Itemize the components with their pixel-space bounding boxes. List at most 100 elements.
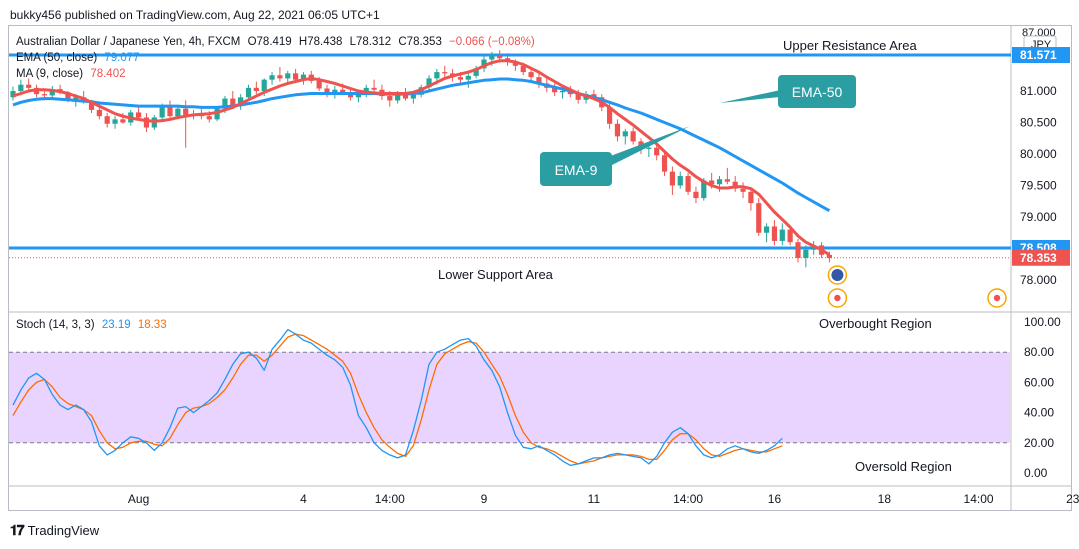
candle bbox=[614, 123, 621, 137]
stoch-k-value: 23.19 bbox=[101, 319, 131, 331]
candle bbox=[395, 94, 401, 101]
candle bbox=[630, 131, 636, 142]
candle bbox=[355, 94, 361, 98]
price-tick-label: 81.000 bbox=[1020, 84, 1057, 98]
ema50-line bbox=[12, 77, 831, 213]
stoch-tick-label: 80.00 bbox=[1024, 345, 1054, 359]
stoch-tick-label: 0.00 bbox=[1024, 466, 1048, 480]
candle bbox=[332, 89, 338, 94]
overbought-annotation: Overbought Region bbox=[819, 316, 932, 331]
candle bbox=[167, 107, 173, 117]
ema50-callout-pointer bbox=[720, 88, 790, 103]
stoch-band bbox=[9, 352, 1010, 443]
candle bbox=[222, 98, 228, 109]
candle bbox=[669, 171, 675, 186]
last-price-label: 78.353 bbox=[1020, 251, 1057, 265]
time-tick-label: 23 bbox=[1066, 492, 1079, 506]
candle bbox=[803, 249, 809, 258]
candle bbox=[661, 155, 668, 172]
candle bbox=[567, 91, 573, 95]
time-tick-label: 9 bbox=[481, 492, 488, 506]
ema50-callout-box bbox=[778, 75, 856, 108]
candle bbox=[740, 188, 746, 192]
candle bbox=[26, 84, 32, 88]
ohlc-change: −0.066 (−0.08%) bbox=[449, 36, 535, 48]
candle bbox=[575, 94, 581, 100]
ema50-callout-label: EMA-50 bbox=[792, 84, 843, 100]
symbol-title: Australian Dollar / Japanese Yen, 4h, FX… bbox=[16, 36, 241, 48]
candle bbox=[701, 180, 707, 199]
candle bbox=[269, 75, 275, 80]
ema50-legend: EMA (50, close) 79.077 bbox=[16, 52, 144, 64]
candle bbox=[591, 94, 597, 98]
candle bbox=[536, 77, 542, 84]
candle bbox=[732, 181, 738, 189]
level-price-badge bbox=[1012, 47, 1070, 64]
price-tick-label: 78.000 bbox=[1020, 273, 1057, 287]
candle bbox=[104, 116, 110, 124]
event-flag-fill bbox=[831, 269, 844, 281]
candle bbox=[159, 107, 165, 118]
stoch-k-line bbox=[12, 328, 783, 467]
candle bbox=[261, 79, 267, 91]
stoch-d-value: 18.33 bbox=[137, 319, 167, 331]
candle bbox=[18, 84, 24, 91]
brand-name: TradingView bbox=[27, 523, 100, 538]
candle bbox=[709, 180, 715, 185]
candle bbox=[442, 72, 448, 74]
stoch-tick-label: 60.00 bbox=[1024, 375, 1054, 389]
candle bbox=[41, 94, 47, 96]
last-price-badge bbox=[1012, 249, 1070, 266]
candle bbox=[316, 80, 322, 89]
ohlc-open: O78.419 bbox=[247, 36, 292, 48]
stoch-tick-label: 20.00 bbox=[1024, 436, 1054, 450]
publish-line: bukky456 published on TradingView.com, A… bbox=[10, 8, 380, 22]
candle bbox=[795, 242, 801, 258]
candle bbox=[771, 226, 778, 241]
candle bbox=[489, 55, 495, 60]
ema50-value: 79.077 bbox=[104, 52, 140, 64]
stoch-label: Stoch (14, 3, 3) bbox=[16, 319, 95, 331]
candle bbox=[693, 191, 699, 199]
candle bbox=[300, 74, 307, 80]
candle bbox=[293, 73, 299, 80]
candle bbox=[677, 176, 683, 186]
ema9-callout-box bbox=[540, 152, 612, 186]
ohlc-high: H78.438 bbox=[298, 36, 343, 48]
candle bbox=[826, 254, 832, 258]
candle bbox=[607, 107, 613, 124]
candle bbox=[238, 97, 244, 107]
candle bbox=[285, 73, 291, 79]
ohlc-close: C78.353 bbox=[398, 36, 442, 48]
candle bbox=[622, 131, 628, 137]
candle bbox=[748, 191, 754, 204]
stoch-tick-label: 40.00 bbox=[1024, 406, 1054, 420]
ohlc-low: L78.312 bbox=[349, 36, 392, 48]
stoch-legend: Stoch (14, 3, 3) 23.19 18.33 bbox=[16, 319, 171, 331]
candle bbox=[724, 179, 730, 182]
candle bbox=[559, 91, 566, 93]
event-marker-dot bbox=[993, 294, 1001, 302]
candle bbox=[214, 108, 220, 120]
candle bbox=[457, 77, 464, 80]
candle bbox=[654, 147, 660, 156]
ma9-label: MA (9, close) bbox=[16, 68, 84, 80]
candle bbox=[646, 147, 652, 149]
support-annotation: Lower Support Area bbox=[438, 267, 554, 282]
candle bbox=[206, 116, 212, 120]
candle bbox=[716, 179, 723, 185]
time-tick-label: 14:00 bbox=[964, 492, 994, 506]
candle bbox=[528, 72, 534, 78]
time-tick-label: 14:00 bbox=[375, 492, 405, 506]
ema9-line bbox=[12, 59, 831, 257]
ma9-legend: MA (9, close) 78.402 bbox=[16, 68, 130, 80]
candle bbox=[685, 176, 691, 192]
time-tick-label: Aug bbox=[128, 492, 149, 506]
candle bbox=[552, 87, 558, 93]
candle bbox=[512, 62, 518, 66]
candle bbox=[230, 98, 236, 107]
candle bbox=[497, 55, 503, 59]
candle bbox=[465, 75, 471, 80]
brand: 𝟏𝟕 TradingView bbox=[10, 522, 99, 539]
